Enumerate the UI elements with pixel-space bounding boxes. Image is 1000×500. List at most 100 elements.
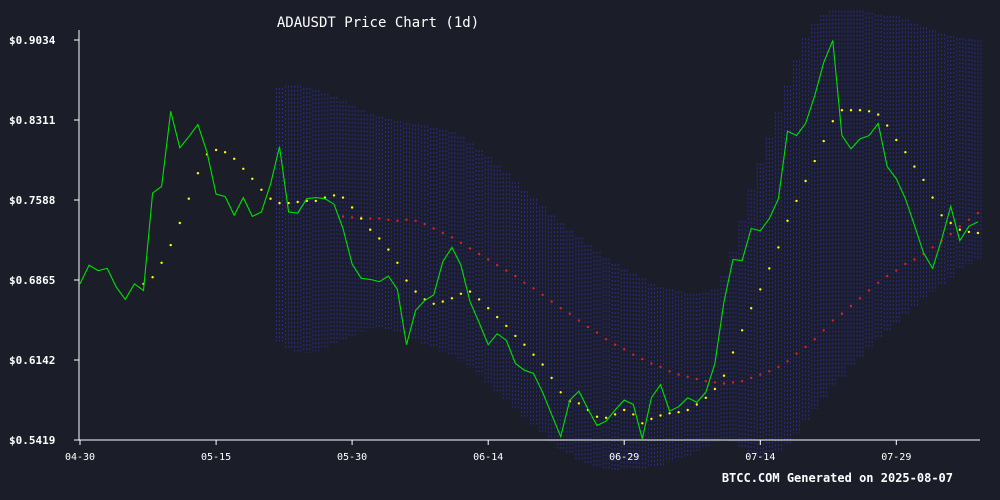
fast-ma-point: [260, 188, 263, 191]
fast-ma-point: [459, 292, 463, 295]
slow-ma-point: [895, 269, 898, 272]
fast-ma-point: [759, 288, 762, 291]
slow-ma-point: [350, 216, 354, 219]
slow-ma-point: [423, 222, 426, 226]
slow-ma-point: [532, 287, 535, 290]
fast-ma-point: [251, 177, 254, 180]
fast-ma-point: [559, 391, 562, 394]
fast-ma-point: [922, 178, 925, 182]
slow-ma-point: [541, 293, 544, 297]
slow-ma-point: [523, 281, 526, 284]
fast-ma-point: [487, 307, 490, 310]
fast-ma-point: [704, 396, 707, 399]
fast-ma-point: [350, 206, 354, 209]
fast-ma-point: [187, 197, 190, 200]
fast-ma-point: [595, 415, 599, 418]
fast-ma-point: [913, 165, 916, 168]
y-tick-label: $0.8311: [9, 114, 56, 127]
fast-ma-point: [750, 307, 753, 310]
fast-ma-point: [940, 214, 943, 217]
slow-ma-point: [840, 312, 844, 315]
slow-ma-point: [686, 375, 689, 378]
fast-ma-point: [768, 267, 771, 270]
y-tick-label: $0.9034: [9, 34, 56, 47]
slow-ma-point: [777, 365, 780, 369]
slow-ma-point: [487, 258, 490, 261]
slow-ma-point: [795, 352, 798, 355]
slow-ma-point: [695, 377, 698, 381]
slow-ma-point: [713, 381, 717, 384]
fast-ma-point: [450, 297, 454, 300]
fast-ma-point: [269, 197, 272, 200]
slow-ma-point: [559, 307, 562, 310]
slow-ma-point: [822, 329, 825, 332]
slow-ma-point: [967, 218, 971, 221]
fast-ma-point: [214, 148, 218, 152]
slow-ma-point: [904, 262, 907, 266]
fast-ma-point: [223, 151, 227, 154]
fast-ma-point: [477, 298, 481, 301]
slow-ma-point: [550, 300, 553, 303]
slow-ma-point: [505, 269, 508, 272]
fast-ma-point: [786, 219, 789, 222]
slow-ma-point: [568, 312, 571, 315]
slow-ma-point: [586, 325, 590, 329]
fast-ma-point: [178, 221, 181, 225]
fast-ma-point: [677, 411, 680, 414]
fast-ma-point: [731, 351, 735, 354]
y-tick-label: $0.5419: [9, 434, 55, 447]
slow-ma-point: [804, 345, 807, 349]
fast-ma-point: [604, 416, 608, 419]
fast-ma-point: [523, 343, 526, 346]
fast-ma-point: [650, 417, 653, 421]
fast-ma-point: [949, 221, 952, 225]
slow-ma-point: [877, 281, 880, 284]
fast-ma-point: [668, 412, 671, 415]
fast-ma-point: [623, 408, 626, 412]
x-tick-label: 04-30: [65, 452, 95, 463]
slow-ma-point: [722, 382, 726, 385]
fast-ma-point: [169, 243, 172, 247]
price-layer: [79, 40, 979, 439]
fast-ma-point: [804, 179, 807, 183]
slow-ma-layer: [341, 211, 980, 385]
fast-ma-point: [931, 196, 934, 199]
fast-ma-point: [496, 315, 499, 319]
slow-ma-point: [514, 274, 517, 278]
slow-ma-point: [958, 225, 961, 228]
fast-ma-point: [659, 414, 662, 417]
slow-ma-point: [867, 289, 871, 292]
fast-ma-point: [840, 109, 844, 112]
fast-ma-point: [233, 157, 236, 160]
fast-ma-point: [287, 201, 290, 205]
fast-ma-point: [867, 110, 871, 113]
slow-ma-point: [949, 232, 952, 236]
fast-ma-point: [858, 109, 862, 112]
fast-ma-point: [541, 363, 544, 366]
slow-ma-point: [459, 241, 463, 245]
slow-ma-point: [849, 304, 853, 308]
slow-ma-point: [378, 217, 381, 220]
fast-ma-point: [505, 324, 508, 328]
slow-ma-point: [677, 373, 680, 376]
fast-ma-point: [369, 228, 372, 231]
fast-ma-point: [332, 194, 336, 197]
slow-ma-point: [432, 227, 435, 230]
slow-ma-point: [450, 236, 454, 239]
fast-ma-point: [378, 237, 381, 240]
fast-ma-point: [151, 276, 154, 279]
fast-ma-point: [822, 139, 825, 143]
fast-ma-point: [296, 200, 299, 204]
fast-ma-point: [713, 387, 717, 391]
fast-ma-point: [958, 228, 961, 231]
slow-ma-point: [468, 247, 472, 250]
fast-ma-point: [396, 261, 399, 264]
fast-ma-point: [550, 376, 553, 380]
slow-ma-point: [441, 231, 444, 235]
slow-ma-point: [604, 338, 608, 341]
fast-ma-point: [242, 167, 245, 170]
band-layer: [276, 10, 982, 470]
price-line: [79, 40, 979, 439]
slow-ma-point: [577, 319, 581, 322]
